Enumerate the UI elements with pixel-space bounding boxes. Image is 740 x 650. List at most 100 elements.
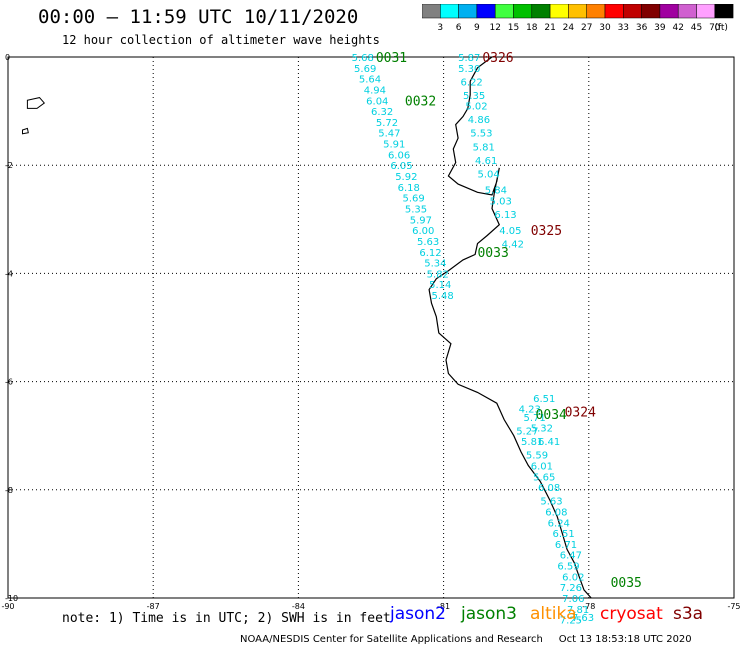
lat-tick-label: 0 — [5, 53, 10, 62]
swh-value-label: 6.01 — [531, 461, 553, 472]
page-title: 00:00 – 11:59 UTC 10/11/2020 — [38, 6, 359, 28]
scale-label: 42 — [672, 23, 683, 33]
scale-swatch — [568, 4, 587, 19]
scale-label: 24 — [563, 23, 575, 33]
swh-value-label: 6.08 — [545, 507, 567, 518]
scale-swatch — [531, 4, 551, 19]
swh-value-label: 4.05 — [499, 226, 521, 237]
scale-swatch — [714, 4, 734, 19]
swh-value-label: 6.59 — [557, 562, 579, 573]
swh-value-label: 5.91 — [383, 140, 405, 151]
scale-label: 18 — [526, 23, 538, 33]
swh-value-label: 6.12 — [419, 248, 441, 259]
scale-swatch — [513, 4, 533, 19]
swh-value-label: 6.51 — [553, 529, 575, 540]
swh-value-label: 5.97 — [410, 215, 432, 226]
swh-value-label: 5.27 — [516, 426, 538, 437]
swh-value-label: 6.00 — [412, 226, 434, 237]
page-subtitle: 12 hour collection of altimeter wave hei… — [62, 33, 380, 47]
swh-value-label: 5.48 — [432, 291, 454, 302]
swh-value-label: 5.65 — [533, 472, 555, 483]
swh-value-label: 5.14 — [429, 280, 451, 291]
swh-value-label: 5.64 — [359, 75, 381, 86]
color-scale-legend: 3 6 9 12 15 18 21 24 27 30 33 36 39 42 45 70(ft) — [422, 4, 734, 33]
scale-label: 33 — [618, 23, 629, 33]
swh-value-label: 4.61 — [475, 156, 497, 167]
swh-value-label: 7.81 — [567, 605, 589, 616]
swh-value-label: 4.94 — [364, 85, 386, 96]
lat-tick-label: -8 — [5, 486, 13, 495]
swh-value-label: 5.81 — [521, 437, 543, 448]
swh-value-label: 5.04 — [477, 169, 499, 180]
pass-time-label: 0032 — [405, 94, 436, 109]
swh-value-label: 5.47 — [378, 129, 400, 140]
swh-value-label: 5.59 — [526, 451, 548, 462]
scale-swatch — [440, 4, 459, 19]
scale-label: 3 — [437, 23, 443, 33]
scale-swatch — [586, 4, 606, 19]
swh-value-label: 6.04 — [366, 96, 388, 107]
swh-value-label: 4.42 — [502, 240, 524, 251]
legend-jason2: jason2 — [390, 604, 446, 624]
swh-value-label: 6.22 — [461, 77, 483, 88]
legend-jason3: jason3 — [461, 604, 517, 624]
scale-swatch — [458, 4, 478, 19]
pass-time-label: 0324 — [565, 405, 596, 420]
legend-s3a: s3a — [673, 604, 704, 624]
pass-time-label: 0034 — [536, 408, 567, 423]
island — [22, 127, 29, 135]
footer-credit: NOAA/NESDIS Center for Satellite Applica… — [240, 634, 692, 645]
swh-value-label: 5.87 — [458, 53, 480, 64]
swh-value-label: 5.84 — [485, 186, 507, 197]
swh-value-label: 5.71 — [523, 413, 545, 424]
pass-time-label: 0325 — [531, 224, 562, 239]
swh-value-label: 6.47 — [560, 551, 582, 562]
scale-swatch — [677, 4, 697, 19]
swh-value-label: 7.06 — [562, 594, 584, 605]
swh-value-label: 6.13 — [494, 210, 516, 221]
swh-value-label: 5.32 — [531, 424, 553, 435]
swh-value-label: 4.23 — [519, 405, 541, 416]
pass-time-label: 0031 — [376, 51, 407, 66]
scale-label: 27 — [581, 23, 592, 33]
swh-value-label: 5.63 — [540, 497, 562, 508]
swh-value-label: 5.34 — [424, 259, 446, 270]
swh-value-label: 5.02 — [465, 102, 487, 113]
pass-time-label: 0326 — [482, 51, 513, 66]
scale-swatch — [604, 4, 624, 19]
legend-altika: altika — [530, 604, 577, 624]
scale-label: 39 — [654, 23, 666, 33]
swh-value-label: 5.82 — [427, 269, 449, 280]
swh-value-label: 6.08 — [538, 483, 560, 494]
scale-label: 70 — [709, 23, 721, 33]
scale-label: 9 — [474, 23, 480, 33]
map-frame — [7, 56, 735, 599]
lat-tick-label: -10 — [5, 594, 18, 603]
swh-value-label: 6.41 — [538, 437, 560, 448]
scale-label: 12 — [489, 23, 500, 33]
swh-value-label: 6.24 — [548, 518, 570, 529]
lon-tick-label: -75 — [727, 602, 740, 611]
swh-value-label: 7.63 — [572, 613, 594, 624]
scale-swatch — [696, 4, 716, 19]
lon-tick-label: -87 — [147, 602, 160, 611]
scale-label: 36 — [636, 23, 648, 33]
scale-swatch — [623, 4, 642, 19]
scale-label: 6 — [456, 23, 462, 33]
scale-swatch — [476, 4, 496, 19]
note-text: note: 1) Time is in UTC; 2) SWH is in fe… — [62, 611, 391, 626]
swh-value-label: 6.06 — [388, 150, 410, 161]
swh-value-label: 6.32 — [371, 107, 393, 118]
scale-swatch — [422, 4, 441, 19]
lon-tick-label: -81 — [437, 602, 450, 611]
coastline — [428, 56, 592, 599]
lat-tick-label: -2 — [5, 161, 13, 170]
swh-value-label: 4.86 — [468, 115, 490, 126]
swh-value-label: 5.53 — [470, 129, 492, 140]
swh-value-label: 5.72 — [376, 118, 398, 129]
lon-tick-label: -84 — [292, 602, 305, 611]
swh-value-label: 5.69 — [354, 64, 376, 75]
swh-value-label: 6.05 — [390, 161, 412, 172]
legend-cryosat: cryosat — [600, 604, 663, 624]
